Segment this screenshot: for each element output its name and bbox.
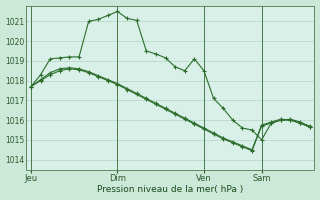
- X-axis label: Pression niveau de la mer( hPa ): Pression niveau de la mer( hPa ): [97, 185, 244, 194]
